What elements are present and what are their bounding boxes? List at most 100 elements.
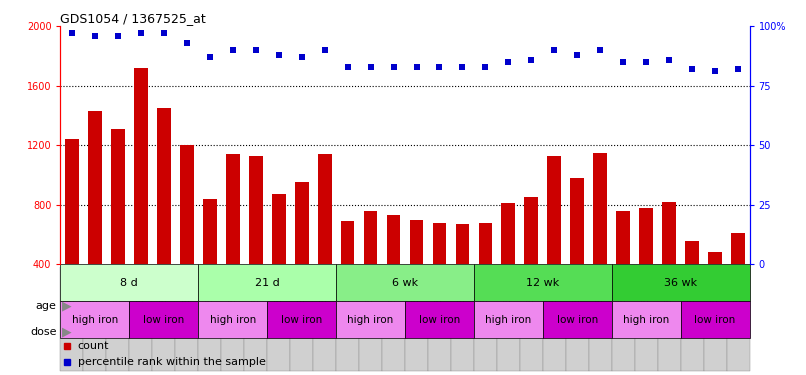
Bar [520, 267, 543, 372]
Point [226, 47, 239, 53]
Point [663, 57, 675, 63]
Text: ▶: ▶ [62, 299, 72, 312]
Bar [267, 267, 290, 372]
Bar [451, 267, 474, 372]
Bar [501, 203, 515, 324]
Text: low iron: low iron [419, 315, 460, 325]
Bar [405, 302, 474, 338]
Text: low iron: low iron [143, 315, 185, 325]
Bar [479, 223, 492, 324]
Bar [198, 264, 336, 302]
Text: age: age [35, 301, 56, 310]
Bar [84, 267, 106, 372]
Bar [336, 302, 405, 338]
Bar [474, 302, 543, 338]
Text: high iron: high iron [485, 315, 531, 325]
Bar [387, 215, 401, 324]
Bar [663, 202, 676, 324]
Point [387, 64, 400, 70]
Text: low iron: low iron [557, 315, 598, 325]
Bar [249, 156, 263, 324]
Text: 36 wk: 36 wk [664, 278, 697, 288]
Bar [341, 221, 355, 324]
Text: ▶: ▶ [62, 326, 72, 338]
Point [341, 64, 354, 70]
Point [111, 33, 124, 39]
Bar [226, 154, 239, 324]
Point [732, 66, 745, 72]
Bar [428, 267, 451, 372]
Point [686, 66, 699, 72]
Bar [318, 154, 331, 324]
Bar [658, 267, 680, 372]
Bar [566, 267, 588, 372]
Bar [198, 302, 268, 338]
Point [548, 47, 561, 53]
Text: high iron: high iron [347, 315, 393, 325]
Bar [364, 211, 377, 324]
Point [456, 64, 469, 70]
Point [525, 57, 538, 63]
Bar [60, 264, 198, 302]
Text: dose: dose [30, 327, 56, 337]
Point [89, 33, 102, 39]
Bar [474, 267, 496, 372]
Bar [244, 267, 267, 372]
Bar [152, 267, 176, 372]
Bar [433, 223, 447, 324]
Bar [65, 140, 79, 324]
Bar [617, 211, 630, 324]
Bar [176, 267, 198, 372]
Bar [272, 194, 285, 324]
Bar [60, 302, 129, 338]
Bar [543, 267, 566, 372]
Point [203, 54, 216, 60]
Bar [129, 302, 198, 338]
Point [272, 52, 285, 58]
Point [571, 52, 584, 58]
Bar [685, 240, 699, 324]
Bar [704, 267, 726, 372]
Point [364, 64, 377, 70]
Bar [221, 267, 244, 372]
Text: high iron: high iron [72, 315, 118, 325]
Point [65, 30, 78, 36]
Text: high iron: high iron [210, 315, 256, 325]
Bar [129, 267, 152, 372]
Bar [295, 183, 309, 324]
Text: percentile rank within the sample: percentile rank within the sample [77, 357, 265, 367]
Bar [157, 108, 171, 324]
Point [135, 30, 147, 36]
Bar [290, 267, 313, 372]
Bar [525, 197, 538, 324]
Text: 12 wk: 12 wk [526, 278, 559, 288]
Bar [455, 224, 469, 324]
Bar [726, 267, 750, 372]
Bar [547, 156, 561, 324]
Bar [60, 267, 84, 372]
Bar [680, 267, 704, 372]
Point [249, 47, 262, 53]
Bar [543, 302, 612, 338]
Bar [180, 145, 193, 324]
Bar [496, 267, 520, 372]
Bar [198, 267, 221, 372]
Bar [405, 267, 428, 372]
Point [181, 40, 193, 46]
Text: 8 d: 8 d [120, 278, 139, 288]
Bar [571, 178, 584, 324]
Point [433, 64, 446, 70]
Point [640, 59, 653, 65]
Point [502, 59, 515, 65]
Bar [639, 208, 653, 324]
Bar [313, 267, 336, 372]
Text: low iron: low iron [695, 315, 736, 325]
Bar [593, 153, 607, 324]
Point [295, 54, 308, 60]
Text: count: count [77, 340, 109, 351]
Bar [409, 220, 423, 324]
Bar [336, 264, 474, 302]
Bar [680, 302, 750, 338]
Text: 21 d: 21 d [255, 278, 280, 288]
Point [594, 47, 607, 53]
